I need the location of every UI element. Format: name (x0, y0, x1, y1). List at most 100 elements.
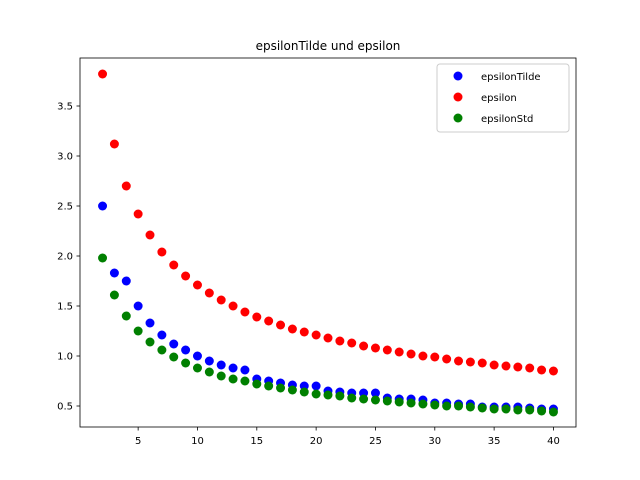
legend-label: epsilonTilde (481, 72, 541, 83)
data-point-epsilonTilde (121, 276, 131, 286)
data-point-epsilon (276, 320, 286, 330)
data-point-epsilonTilde (204, 356, 214, 366)
data-point-epsilonTilde (370, 388, 380, 398)
data-point-epsilonTilde (311, 381, 321, 391)
data-point-epsilon (240, 307, 250, 317)
data-point-epsilon (121, 181, 131, 191)
x-tick-label: 30 (428, 436, 441, 447)
data-point-epsilon (169, 260, 179, 270)
data-point-epsilonTilde (109, 268, 119, 278)
data-point-epsilonStd (418, 399, 428, 409)
data-point-epsilon (228, 301, 238, 311)
data-point-epsilonTilde (133, 301, 143, 311)
y-tick-label: 3.0 (57, 152, 73, 163)
data-point-epsilon (430, 352, 440, 362)
data-point-epsilon (513, 362, 523, 372)
data-point-epsilonTilde (192, 351, 202, 361)
data-point-epsilonStd (347, 393, 357, 403)
data-point-epsilonStd (192, 363, 202, 373)
data-point-epsilon (311, 330, 321, 340)
data-point-epsilon (359, 341, 369, 351)
legend-label: epsilon (481, 93, 517, 104)
data-point-epsilon (98, 69, 108, 79)
y-tick-label: 1.0 (57, 352, 73, 363)
data-point-epsilonStd (525, 405, 535, 415)
data-point-epsilon (145, 230, 155, 240)
data-point-epsilonStd (465, 402, 475, 412)
data-point-epsilonStd (157, 345, 167, 355)
data-point-epsilonTilde (228, 363, 238, 373)
data-point-epsilonStd (442, 401, 452, 411)
data-points (98, 69, 558, 417)
data-point-epsilon (264, 316, 274, 326)
data-point-epsilon (525, 363, 535, 373)
data-point-epsilon (133, 209, 143, 219)
data-point-epsilon (252, 312, 262, 322)
data-point-epsilon (382, 345, 392, 355)
y-tick-label: 0.5 (57, 402, 73, 413)
data-point-epsilon (181, 271, 191, 281)
x-tick-label: 35 (488, 436, 501, 447)
y-tick-label: 1.5 (57, 302, 73, 313)
legend-label: epsilonStd (481, 114, 533, 125)
data-point-epsilonStd (501, 404, 511, 414)
data-point-epsilonStd (169, 352, 179, 362)
data-point-epsilonStd (335, 391, 345, 401)
legend: epsilonTilde epsilon epsilonStd (436, 63, 570, 133)
data-point-epsilon (347, 338, 357, 348)
x-tick-label: 20 (310, 436, 323, 447)
x-tick-label: 5 (135, 436, 141, 447)
data-point-epsilon (323, 333, 333, 343)
legend-marker (453, 71, 463, 81)
data-point-epsilon (465, 357, 475, 367)
y-tick-label: 3.5 (57, 102, 73, 113)
data-point-epsilon (370, 343, 380, 353)
data-point-epsilon (537, 365, 547, 375)
series-epsilon (98, 69, 558, 376)
x-tick-label: 15 (250, 436, 263, 447)
data-point-epsilonTilde (157, 330, 167, 340)
data-point-epsilonStd (121, 311, 131, 321)
data-point-epsilonStd (513, 405, 523, 415)
data-point-epsilon (418, 351, 428, 361)
data-point-epsilonStd (406, 398, 416, 408)
data-point-epsilonStd (276, 383, 286, 393)
data-point-epsilonStd (394, 397, 404, 407)
data-point-epsilonStd (252, 379, 262, 389)
data-point-epsilonTilde (240, 365, 250, 375)
data-point-epsilonStd (359, 394, 369, 404)
data-point-epsilonStd (370, 395, 380, 405)
data-point-epsilonStd (430, 400, 440, 410)
data-point-epsilon (299, 327, 309, 337)
data-point-epsilonStd (145, 337, 155, 347)
data-point-epsilonStd (240, 376, 250, 386)
data-point-epsilonStd (133, 326, 143, 336)
data-point-epsilonStd (98, 253, 108, 263)
data-point-epsilonStd (216, 371, 226, 381)
data-point-epsilonStd (489, 404, 499, 414)
data-point-epsilonTilde (98, 201, 108, 211)
data-point-epsilonStd (537, 406, 547, 416)
data-point-epsilon (109, 139, 119, 149)
legend-marker (453, 92, 463, 102)
data-point-epsilon (216, 295, 226, 305)
data-point-epsilonStd (311, 389, 321, 399)
data-point-epsilon (489, 360, 499, 370)
data-point-epsilonStd (181, 358, 191, 368)
data-point-epsilonStd (477, 403, 487, 413)
data-point-epsilonStd (323, 390, 333, 400)
data-point-epsilon (157, 247, 167, 257)
legend-box (436, 63, 570, 133)
data-point-epsilonStd (228, 374, 238, 384)
data-point-epsilonTilde (145, 318, 155, 328)
data-point-epsilonStd (454, 401, 464, 411)
data-point-epsilonStd (548, 407, 558, 417)
data-point-epsilon (477, 358, 487, 368)
data-point-epsilon (406, 349, 416, 359)
data-point-epsilon (287, 324, 297, 334)
data-point-epsilon (192, 280, 202, 290)
chart-title: epsilonTilde und epsilon (256, 39, 401, 53)
data-point-epsilon (501, 361, 511, 371)
legend-marker (453, 113, 463, 123)
